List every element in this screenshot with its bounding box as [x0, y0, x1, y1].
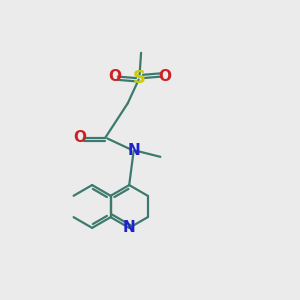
Text: O: O [158, 69, 171, 84]
Text: S: S [133, 69, 146, 87]
Text: N: N [123, 220, 136, 236]
Text: O: O [108, 69, 121, 84]
Text: N: N [127, 143, 140, 158]
Text: O: O [74, 130, 87, 145]
